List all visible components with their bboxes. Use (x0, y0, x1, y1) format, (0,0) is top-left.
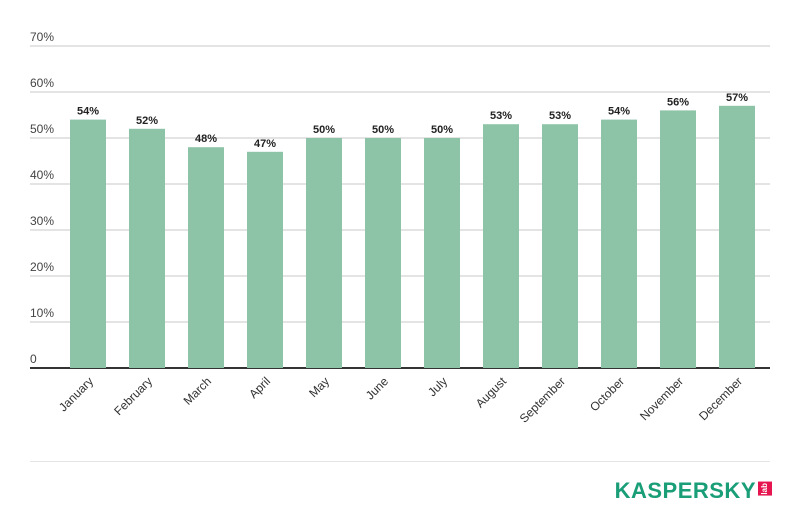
x-tick-label: April (246, 374, 273, 401)
y-tick-label: 0 (30, 352, 37, 366)
x-tick-label: January (56, 374, 96, 414)
logo-lab-badge: lab (758, 482, 772, 496)
data-label: 50% (372, 124, 394, 136)
y-tick-label: 30% (30, 214, 54, 228)
bar (306, 138, 342, 368)
bar (70, 119, 106, 368)
data-label: 54% (608, 106, 630, 118)
bar (660, 110, 696, 369)
data-label: 50% (431, 124, 453, 136)
y-tick-label: 60% (30, 76, 54, 90)
x-tick-label: October (587, 374, 627, 414)
x-tick-label: December (696, 374, 745, 423)
x-tick-label: August (473, 374, 510, 411)
logo-wordmark: KASPERSKY (614, 478, 756, 503)
x-tick-label: March (181, 374, 214, 407)
x-tick-label: June (363, 374, 392, 403)
data-label: 53% (490, 110, 512, 122)
x-tick-label: July (425, 374, 450, 399)
kaspersky-logo: KASPERSKY lab (615, 478, 772, 504)
bar (601, 119, 637, 368)
data-label: 47% (254, 138, 276, 150)
footer-divider (30, 461, 770, 462)
y-tick-label: 10% (30, 306, 54, 320)
data-label: 56% (667, 96, 689, 108)
data-label: 50% (313, 124, 335, 136)
bar (424, 138, 460, 368)
bar (483, 124, 519, 368)
bar (719, 105, 755, 369)
data-label: 48% (195, 133, 217, 145)
bar (129, 128, 165, 368)
bar-chart: 0 10% 20% 30% 40% 50% 60% 70% 54% January 52% Febru… (30, 30, 770, 426)
x-tick-label: November (637, 374, 686, 423)
y-tick-label: 40% (30, 168, 54, 182)
x-tick-label: September (517, 374, 568, 425)
data-label: 57% (726, 92, 748, 104)
bar (542, 124, 578, 368)
y-tick-label: 50% (30, 122, 54, 136)
y-tick-label: 20% (30, 260, 54, 274)
x-tick-label: February (111, 374, 155, 418)
data-label: 53% (549, 110, 571, 122)
y-tick-label: 70% (30, 30, 54, 44)
x-tick-label: May (306, 374, 332, 400)
bar (365, 138, 401, 368)
bar (247, 151, 283, 368)
data-label: 52% (136, 115, 158, 127)
bar (188, 147, 224, 368)
data-label: 54% (77, 106, 99, 118)
